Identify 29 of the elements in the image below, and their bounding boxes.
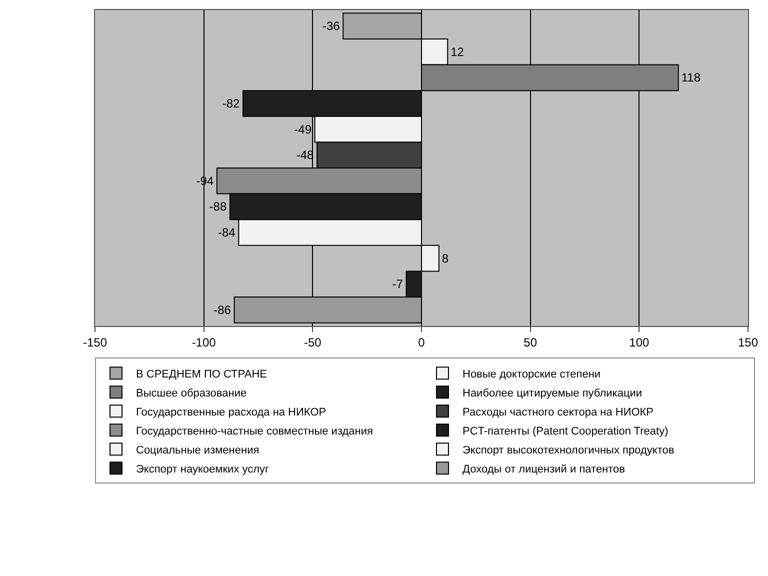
legend-label: Социальные изменения xyxy=(136,444,260,456)
data-label: 12 xyxy=(450,44,464,59)
data-label: -88 xyxy=(209,200,227,214)
data-label: -82 xyxy=(222,96,240,110)
legend-label: Новые докторские степени xyxy=(462,368,601,380)
x-tick-label: -100 xyxy=(192,335,216,350)
data-label: -84 xyxy=(218,226,236,240)
x-tick-label: 50 xyxy=(524,335,538,350)
legend-label: PCT-патенты (Patent Cooperation Treaty) xyxy=(462,425,668,438)
legend-label: Расходы частного сектора на НИОКР xyxy=(462,406,654,418)
x-tick-label: 0 xyxy=(418,335,426,350)
data-label: 118 xyxy=(681,70,701,85)
legend-label: Наиболее цитируемые публикации xyxy=(462,387,642,400)
legend-label: Высшее образование xyxy=(136,387,247,400)
x-tick-label: -150 xyxy=(82,335,108,350)
data-label: -49 xyxy=(294,122,312,136)
legend-label: Доходы от лицензий и патентов xyxy=(462,463,626,476)
legend-label: В СРЕДНЕМ ПО СТРАНЕ xyxy=(136,368,267,380)
data-label: -7 xyxy=(392,277,404,292)
legend-label: Экспорт высокотехнологичных продуктов xyxy=(462,444,674,456)
data-label: 8 xyxy=(442,251,449,266)
x-tick-label: 150 xyxy=(738,335,758,350)
data-label: -36 xyxy=(322,19,340,34)
data-label: -86 xyxy=(214,302,232,317)
x-tick-label: -50 xyxy=(304,335,322,350)
legend-label: Государственные расхода на НИКОР xyxy=(136,406,326,418)
legend-label: Государственно-частные совместные издания xyxy=(136,425,374,438)
x-tick-label: 100 xyxy=(629,335,650,350)
legend-label: Экспорт наукоемких услуг xyxy=(136,463,270,476)
